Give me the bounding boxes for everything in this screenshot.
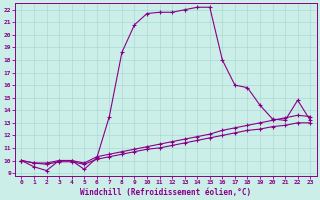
X-axis label: Windchill (Refroidissement éolien,°C): Windchill (Refroidissement éolien,°C) xyxy=(80,188,252,197)
